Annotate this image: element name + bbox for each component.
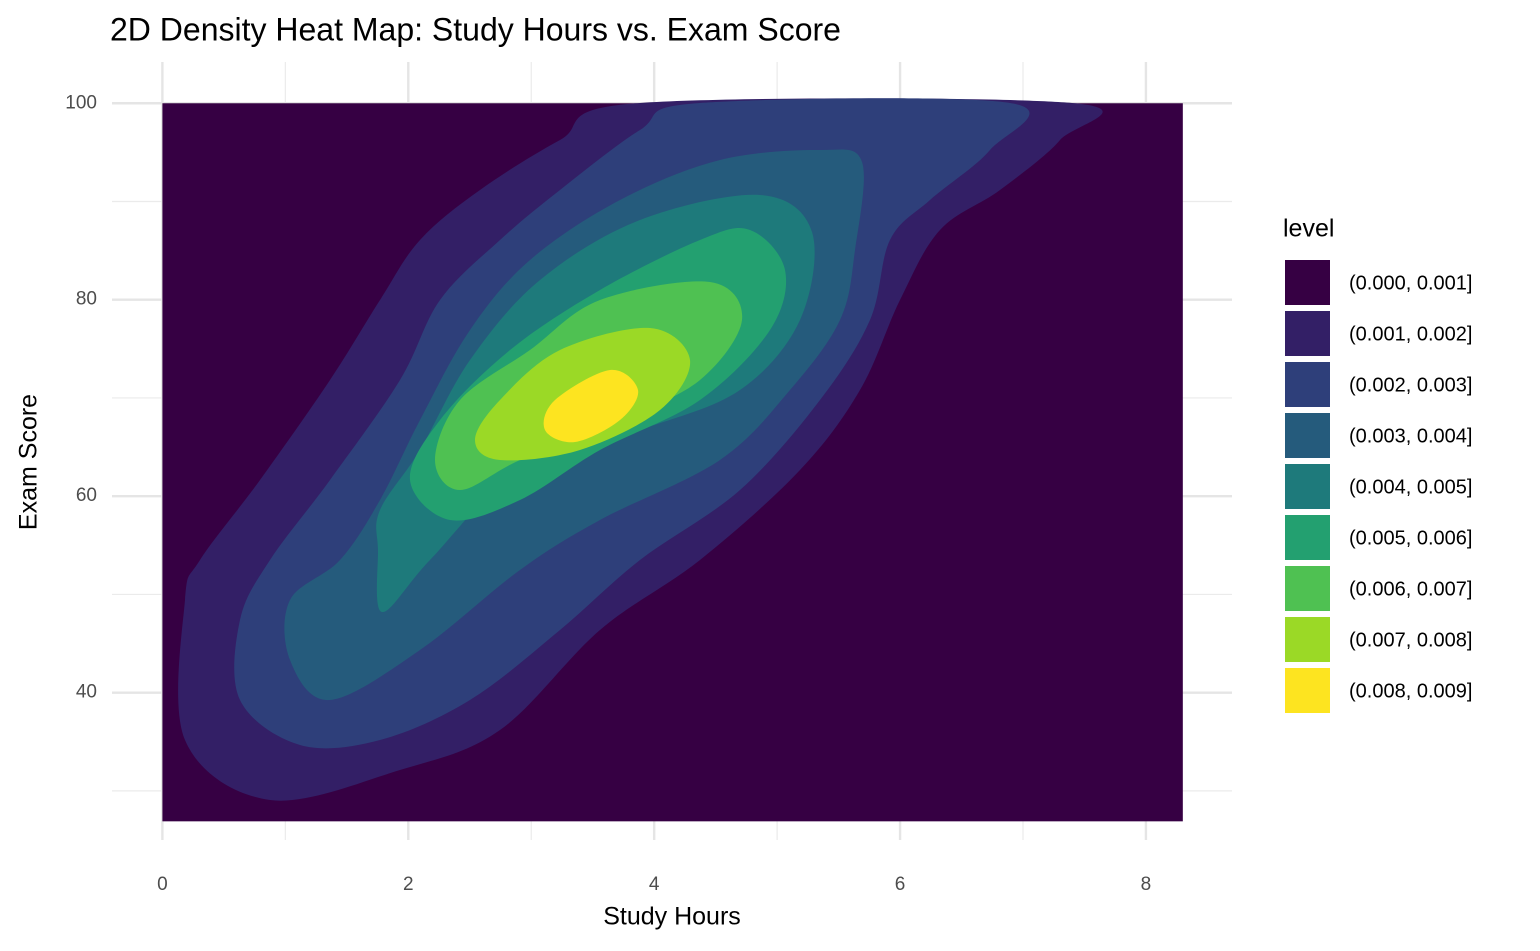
legend: (0.000, 0.001] (0.001, 0.002] (0.002, 0.00… [1285,260,1472,713]
legend-label: (0.004, 0.005] [1349,476,1472,498]
chart-title: 2D Density Heat Map: Study Hours vs. Exa… [110,11,841,47]
legend-key [1285,464,1330,509]
legend-label: (0.003, 0.004] [1349,425,1472,447]
legend-key [1285,617,1330,662]
legend-key [1285,362,1330,407]
legend-key [1285,668,1330,713]
legend-key [1285,260,1330,305]
contour-bands [162,98,1183,822]
legend-key [1285,311,1330,356]
y-tick-label: 40 [76,682,97,703]
y-axis-label: Exam Score [15,394,43,530]
legend-label: (0.002, 0.003] [1349,374,1472,396]
legend-label: (0.008, 0.009] [1349,680,1472,702]
legend-label: (0.005, 0.006] [1349,527,1472,549]
x-axis-label: Study Hours [603,903,741,931]
y-tick-label: 100 [65,92,97,113]
x-tick-label: 8 [1141,874,1152,895]
x-tick-label: 0 [157,874,168,895]
y-tick-label: 80 [76,289,97,310]
legend-key [1285,566,1330,611]
legend-label: (0.006, 0.007] [1349,578,1472,600]
legend-label: (0.001, 0.002] [1349,323,1472,345]
legend-label: (0.000, 0.001] [1349,272,1472,294]
x-tick-label: 2 [403,874,414,895]
x-tick-label: 6 [895,874,906,895]
y-tick-label: 60 [76,485,97,506]
contour-band [543,369,639,443]
legend-title: level [1283,215,1334,243]
legend-label: (0.007, 0.008] [1349,629,1472,651]
x-tick-label: 4 [649,874,660,895]
legend-key [1285,413,1330,458]
legend-key [1285,515,1330,560]
